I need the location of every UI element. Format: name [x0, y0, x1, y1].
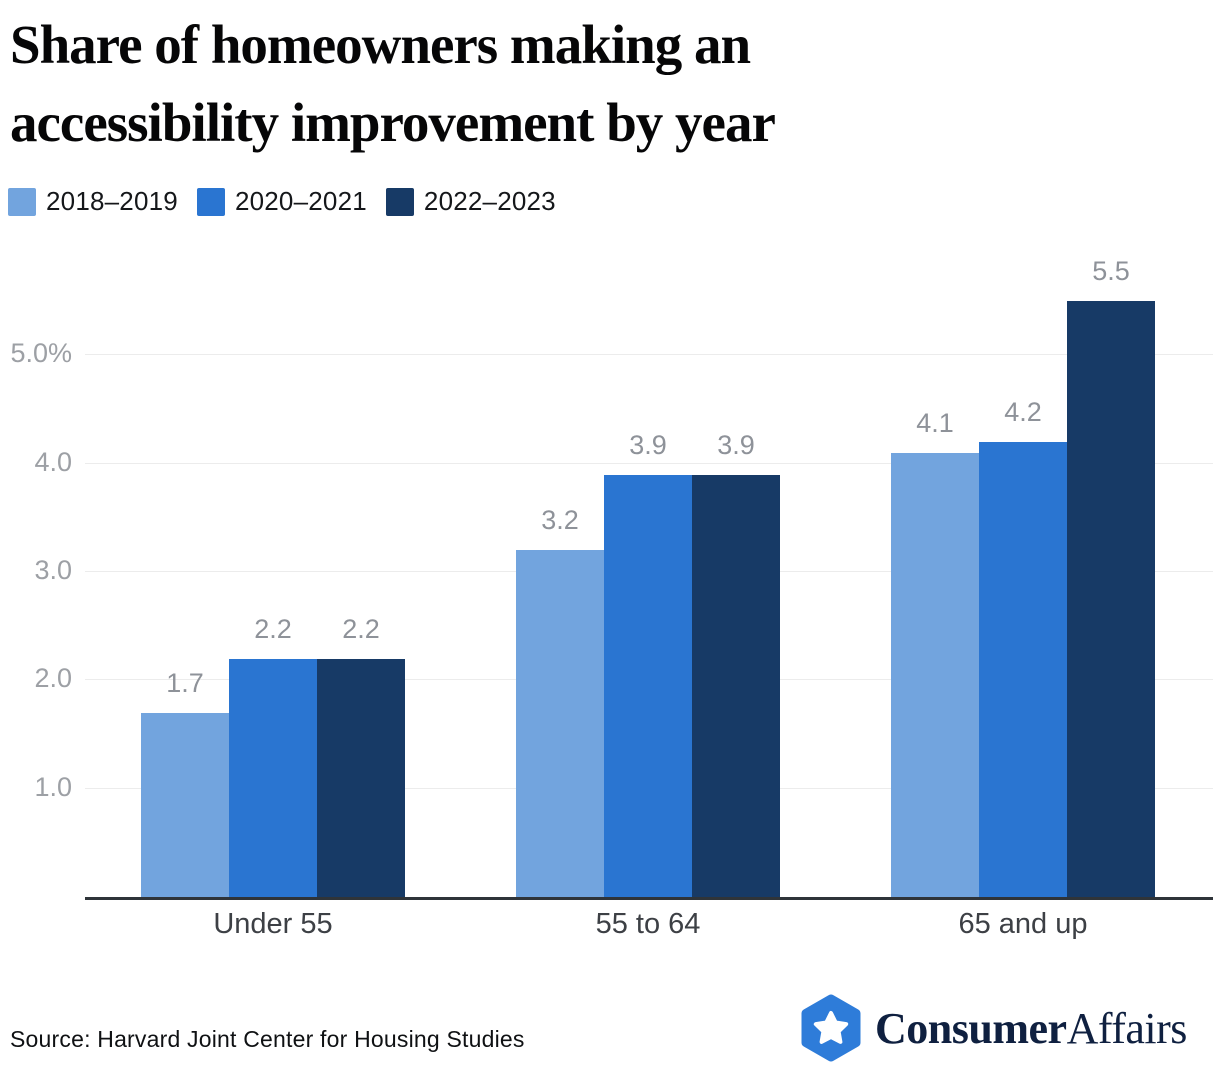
gridline-5.0: [85, 354, 1213, 355]
consumeraffairs-hexagon-star-icon: [801, 994, 861, 1062]
bar-value-label: 3.2: [541, 505, 579, 535]
chart-title-line1: Share of homeowners making an: [10, 14, 751, 75]
bar-55-to-64-2022-2023: [692, 475, 780, 897]
bar-value-label: 4.2: [1004, 397, 1042, 427]
legend-item-2022-2023: 2022–2023: [385, 186, 556, 217]
legend-swatch-icon: [385, 187, 414, 216]
bar-value-label: 2.2: [254, 614, 292, 644]
y-tick-label: 2.0: [34, 663, 72, 693]
bar-value-label: 1.7: [166, 668, 204, 698]
brand-wordmark-regular: Affairs: [1066, 1003, 1188, 1053]
y-tick-label: 1.0: [34, 772, 72, 802]
plot-area: 1.0 2.0 3.0 4.0 5.0% 1.7 2.2 2.2 3.2 3.9 3.9 4.1 4.2…: [10, 249, 1213, 900]
bar-under-55-2018-2019: [141, 713, 229, 897]
bar-value-label: 5.5: [1092, 256, 1130, 286]
bar-under-55-2022-2023: [317, 659, 405, 897]
legend-label: 2018–2019: [46, 186, 178, 216]
legend-item-2020-2021: 2020–2021: [196, 186, 367, 217]
bar-55-to-64-2018-2019: [516, 550, 604, 897]
x-axis-line: [85, 897, 1213, 900]
chart-title: Share of homeowners making an accessibil…: [10, 6, 776, 162]
bar-value-label: 2.2: [342, 614, 380, 644]
brand-wordmark: ConsumerAffairs: [875, 1003, 1187, 1054]
y-tick-label: 4.0: [34, 447, 72, 477]
legend-item-2018-2019: 2018–2019: [8, 186, 178, 217]
gridline-4.0: [85, 463, 1213, 464]
legend-swatch-icon: [8, 187, 36, 216]
legend-label: 2022–2023: [423, 186, 556, 216]
bar-65-and-up-2020-2021: [979, 442, 1067, 897]
star-icon: [813, 1011, 849, 1044]
bar-65-and-up-2018-2019: [891, 453, 979, 897]
bar-value-label: 3.9: [629, 430, 667, 460]
legend: 2018–2019 2020–2021 2022–2023: [8, 186, 556, 217]
chart-title-line2: accessibility improvement by year: [10, 92, 776, 153]
bar-value-label: 4.1: [916, 408, 954, 438]
bar-value-label: 3.9: [717, 430, 755, 460]
legend-label: 2020–2021: [234, 186, 367, 216]
x-axis-label-65-and-up: 65 and up: [958, 908, 1088, 940]
x-axis-label-55-to-64: 55 to 64: [595, 908, 701, 940]
consumeraffairs-logo: ConsumerAffairs: [800, 994, 1187, 1062]
source-note: Source: Harvard Joint Center for Housing…: [10, 1026, 525, 1052]
y-tick-label: 3.0: [34, 555, 72, 585]
bar-55-to-64-2020-2021: [604, 475, 692, 897]
legend-swatch-icon: [196, 187, 225, 216]
brand-wordmark-bold: Consumer: [875, 1003, 1067, 1053]
y-tick-label: 5.0%: [10, 338, 72, 368]
bar-under-55-2020-2021: [229, 659, 317, 897]
x-axis-label-under-55: Under 55: [213, 908, 333, 940]
bar-65-and-up-2022-2023: [1067, 301, 1155, 897]
